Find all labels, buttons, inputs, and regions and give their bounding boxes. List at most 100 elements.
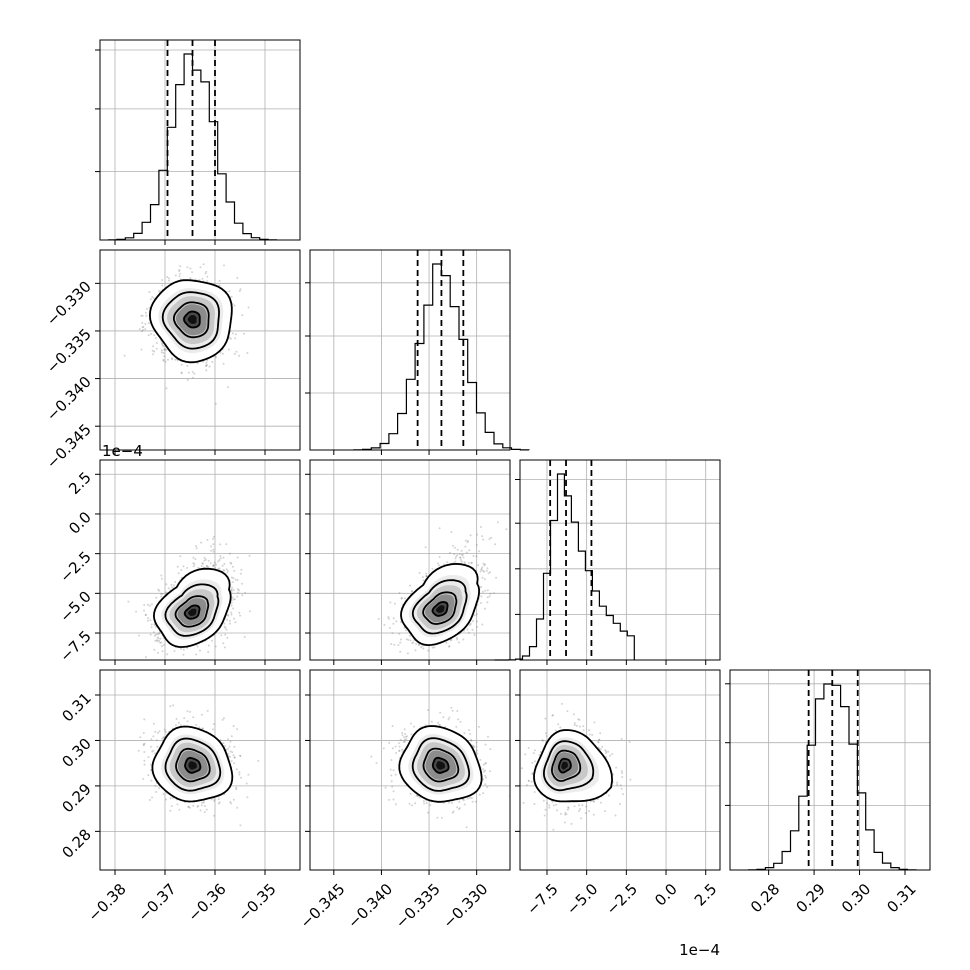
scatter-point <box>236 556 239 559</box>
scatter-point <box>163 347 166 350</box>
scatter-point <box>482 562 485 565</box>
scatter-point <box>393 643 396 646</box>
hist-frame-2 <box>519 459 721 661</box>
scatter-point <box>176 359 179 362</box>
scatter-point <box>248 610 251 613</box>
scatter-point <box>217 567 220 570</box>
scatter-point <box>195 653 198 656</box>
scatter-point <box>472 620 474 623</box>
density-1-0 <box>123 245 250 405</box>
density-3-0 <box>137 704 260 827</box>
scatter-point <box>213 798 216 801</box>
scatter-point <box>459 556 462 559</box>
scatter-point <box>162 358 165 361</box>
scatter-point <box>153 350 156 353</box>
scatter-point <box>157 588 160 591</box>
scatter-point <box>206 538 209 541</box>
scatter-point <box>203 811 206 814</box>
scatter-point <box>203 559 206 562</box>
scatter-point <box>168 279 170 282</box>
scatter-point <box>205 369 208 372</box>
scatter-point <box>476 533 479 536</box>
scatter-point <box>226 571 229 574</box>
scatter-point <box>161 592 164 595</box>
scatter-point <box>191 271 194 274</box>
scatter-point <box>393 602 396 605</box>
density-2-1 <box>377 521 508 655</box>
scatter-point <box>455 555 458 558</box>
scatter-point <box>159 637 162 640</box>
scatter-point <box>241 594 244 597</box>
scatter-point <box>205 364 207 367</box>
scatter-point <box>187 371 190 374</box>
scatter-point <box>219 543 222 546</box>
scatter-panel-3-0 <box>99 669 301 871</box>
scatter-point <box>148 604 151 607</box>
scatter-point <box>218 567 221 570</box>
scatter-point <box>240 776 242 779</box>
scatter-point <box>176 565 179 568</box>
scatter-point <box>457 641 460 644</box>
scatter-point <box>462 556 465 559</box>
scatter-point <box>175 718 178 720</box>
scatter-point <box>427 649 430 652</box>
scatter-point <box>200 804 203 807</box>
scatter-point <box>230 590 233 593</box>
scatter-point <box>178 270 181 272</box>
scatter-point <box>150 745 152 748</box>
scatter-point <box>488 595 491 598</box>
scatter-point <box>483 578 486 580</box>
scatter-point <box>437 564 440 567</box>
scatter-point <box>151 750 154 753</box>
scatter-point <box>210 545 213 548</box>
scatter-point <box>179 245 181 247</box>
scatter-point <box>206 359 209 362</box>
scatter-point <box>163 728 166 731</box>
scatter-point <box>167 277 170 280</box>
scatter-point <box>193 372 196 375</box>
scatter-point <box>199 809 202 812</box>
scatter-point <box>404 597 406 600</box>
scatter-point <box>218 559 221 561</box>
contour-line-0 <box>152 567 232 648</box>
contour-line-3 <box>183 310 201 329</box>
scatter-point <box>155 625 157 628</box>
scatter-point <box>406 652 409 655</box>
scatter-point <box>219 351 222 354</box>
scatter-point <box>180 363 183 366</box>
scatter-point <box>167 358 169 361</box>
scatter-point <box>481 590 484 593</box>
scatter-point <box>207 644 210 647</box>
scatter-point <box>144 311 147 314</box>
scatter-point <box>463 561 466 564</box>
scatter-point <box>479 570 482 573</box>
scatter-point <box>229 755 231 758</box>
scatter-point <box>141 322 144 324</box>
scatter-point <box>155 739 158 742</box>
scatter-point <box>186 720 189 723</box>
scatter-point <box>232 754 235 757</box>
scatter-point <box>206 565 208 568</box>
hist-frame-3 <box>729 669 931 871</box>
scatter-point <box>204 272 207 275</box>
scatter-point <box>149 619 152 622</box>
scatter-point <box>228 336 231 339</box>
scatter-point <box>469 534 472 537</box>
scatter-point <box>226 618 228 621</box>
scatter-point <box>138 634 141 637</box>
scatter-point <box>398 632 401 635</box>
scatter-point <box>234 578 237 581</box>
scatter-point <box>433 646 436 649</box>
scatter-point <box>233 756 236 759</box>
scatter-point <box>221 564 224 567</box>
scatter-point <box>470 561 473 564</box>
scatter-point <box>152 631 155 634</box>
scatter-point <box>155 342 158 344</box>
scatter-point <box>161 650 164 653</box>
scatter-point <box>145 656 147 659</box>
scatter-point <box>461 553 464 556</box>
scatter-point <box>205 364 208 367</box>
scatter-point <box>142 744 145 747</box>
scatter-point <box>152 353 154 356</box>
